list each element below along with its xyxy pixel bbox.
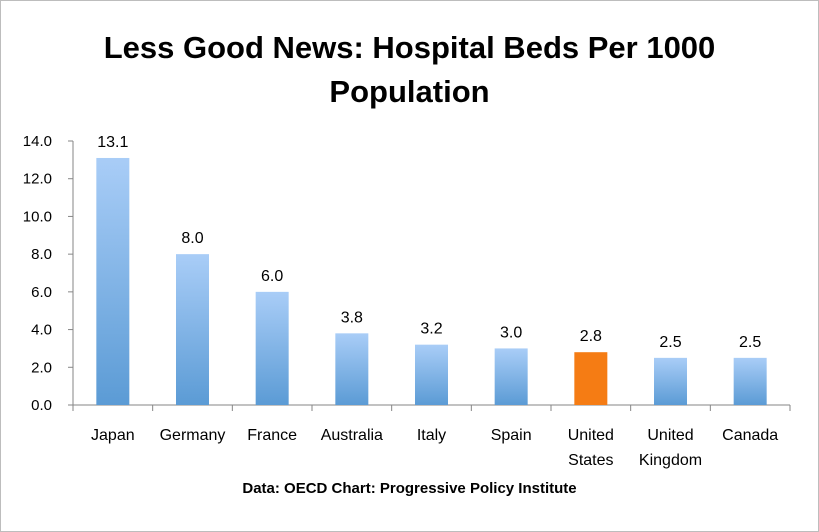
chart-title: Less Good News: Hospital Beds Per 1000 P… [0,26,819,114]
bar [733,357,767,405]
x-tick-label: United [647,427,693,444]
x-tick-label: Australia [321,427,383,444]
x-tick-label: United [568,427,614,444]
x-tick-label: Spain [491,427,532,444]
data-label: 3.0 [500,324,522,341]
axes: 0.0 2.0 4.0 6.0 8.0 10.0 12.0 14.0 Japan Germany F… [23,133,791,469]
bar [654,357,687,405]
data-label: 6.0 [261,268,283,285]
x-tick-label: States [568,452,613,469]
x-tick-label: Japan [91,427,135,444]
data-label: 2.5 [659,334,681,351]
y-tick-label: 4.0 [31,322,52,339]
data-labels: 13.1 8.0 6.0 3.8 3.2 3.0 2.8 2.5 2.5 [97,134,761,351]
chart-title-line-1: Less Good News: Hospital Beds Per 1000 [103,30,716,65]
bar [255,291,289,405]
y-tick-label: 12.0 [23,171,52,188]
bar [494,348,528,405]
bar [96,157,130,405]
data-label: 3.8 [341,309,363,326]
x-tick-label: Germany [160,427,226,444]
data-label: 3.2 [420,321,442,338]
data-label: 8.0 [181,230,203,247]
y-tick-label: 0.0 [31,397,52,414]
y-tick-label: 6.0 [31,284,52,301]
data-label: 2.5 [739,334,761,351]
x-tick-label: Kingdom [639,452,702,469]
x-tick-label: France [247,427,297,444]
y-tick-label: 10.0 [23,208,52,225]
x-tick-label: Italy [417,427,446,444]
y-tick-label: 8.0 [31,246,52,263]
bars [96,157,767,405]
bar [415,344,448,405]
bar [335,333,369,405]
y-tick-label: 14.0 [23,133,52,150]
data-label: 2.8 [580,328,602,345]
y-tick-label: 2.0 [31,359,52,376]
data-label: 13.1 [97,134,128,151]
source-note: Data: OECD Chart: Progressive Policy Ins… [242,480,577,497]
x-tick-label: Canada [722,427,778,444]
bar [176,254,209,405]
bar [574,352,608,405]
chart-title-line-2: Population [329,74,490,109]
